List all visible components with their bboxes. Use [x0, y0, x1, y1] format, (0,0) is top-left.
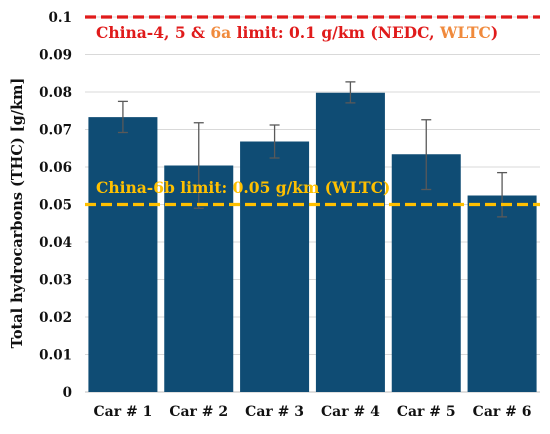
x-tick-label: Car # 1 [94, 404, 153, 420]
y-tick-label: 0.02 [39, 310, 72, 326]
y-tick-label: 0.03 [39, 273, 72, 289]
x-tick-label: Car # 4 [321, 404, 380, 420]
y-tick-labels: 0 0.01 0.02 0.03 0.04 0.05 0.06 0.07 0.08 0.09 0.1 [39, 10, 72, 401]
x-tick-label: Car # 5 [397, 404, 456, 420]
x-tick-labels: Car # 1 Car # 2 Car # 3 Car # 4 Car # 5 Car #… [94, 404, 532, 420]
y-tick-label: 0.07 [39, 123, 72, 139]
bar [391, 154, 461, 392]
bars [88, 92, 537, 392]
limit-label: China-6b limit: 0.05 g/km (WLTC) [96, 178, 390, 197]
y-tick-label: 0.01 [39, 348, 72, 364]
y-tick-label: 0.06 [39, 160, 72, 176]
y-tick-label: 0.1 [49, 10, 73, 26]
error-bar [117, 100, 128, 134]
y-tick-label: 0.09 [39, 48, 72, 64]
y-tick-label: 0.04 [39, 235, 72, 251]
error-bar [497, 171, 508, 218]
error-bars [117, 81, 508, 218]
y-tick-label: 0.05 [39, 198, 72, 214]
limit-lines: China-4, 5 & 6a limit: 0.1 g/km (NEDC, W… [85, 15, 540, 207]
y-tick-label: 0 [63, 385, 72, 401]
bar [467, 195, 537, 392]
bar [315, 92, 385, 392]
x-tick-label: Car # 2 [169, 404, 228, 420]
error-bar [345, 81, 356, 104]
limit-label: China-4, 5 & 6a limit: 0.1 g/km (NEDC, W… [96, 23, 498, 42]
error-bar [269, 124, 280, 159]
x-tick-label: Car # 3 [245, 404, 304, 420]
error-bar [193, 122, 204, 209]
x-tick-label: Car # 6 [473, 404, 532, 420]
error-bar [421, 119, 432, 191]
bar [240, 141, 310, 392]
y-tick-label: 0.08 [39, 85, 72, 101]
bar [88, 117, 158, 392]
y-axis-label: Total hydrocarbons (THC) [g/km] [9, 78, 26, 349]
